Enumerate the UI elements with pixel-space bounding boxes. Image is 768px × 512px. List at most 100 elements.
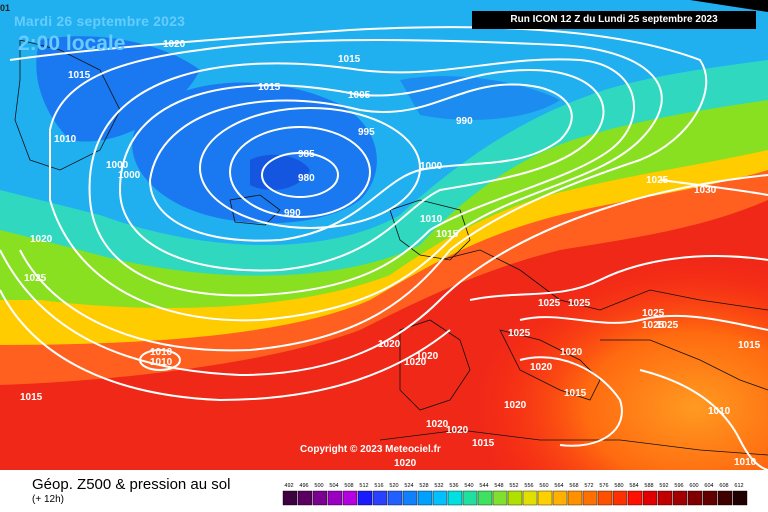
- legend-swatch: [417, 490, 433, 506]
- legend-swatch: [627, 490, 643, 506]
- isobar-label: 1005: [348, 90, 371, 101]
- europe-north-coast: [439, 249, 768, 311]
- legend-tick-label: 580: [614, 483, 623, 489]
- isobar-label: 980: [298, 173, 315, 184]
- legend-tick-label: 564: [554, 483, 563, 489]
- legend-tick-label: 608: [719, 483, 728, 489]
- legend-tick-label: 600: [689, 483, 698, 489]
- isobar-1000: [118, 68, 605, 272]
- isobar-1020: [0, 174, 768, 377]
- isobar-label: 1020: [530, 362, 553, 373]
- isobar-label: 1020: [560, 347, 583, 358]
- blue-patch-west: [36, 36, 200, 142]
- legend-tick-label: 516: [374, 483, 383, 489]
- isobar-label: 1020: [446, 425, 469, 436]
- italy-coast: [499, 329, 601, 401]
- isobar-label: 1010: [734, 457, 757, 468]
- isobar-1010c: [139, 349, 181, 371]
- legend-swatch: [297, 490, 313, 506]
- isobar-label: 995: [358, 127, 375, 138]
- legend-tick-label: 512: [359, 483, 368, 489]
- legend-swatch: [432, 490, 448, 506]
- legend-swatch: [657, 490, 673, 506]
- legend-tick-label: 544: [479, 483, 488, 489]
- legend-swatch: [372, 490, 388, 506]
- legend-tick-label: 576: [599, 483, 608, 489]
- low-pressure-core: [132, 82, 377, 224]
- legend-swatch: [462, 490, 478, 506]
- legend-tick-label: 508: [344, 483, 353, 489]
- legend-swatch: [537, 490, 553, 506]
- run-info: Run ICON 12 Z du Lundi 25 septembre 2023: [472, 11, 756, 29]
- local-time: 2:00 locale: [18, 32, 126, 55]
- isobar-label: 1015: [564, 388, 587, 399]
- legend-tick-label: 612: [734, 483, 743, 489]
- isobar-1015b: [519, 356, 623, 447]
- legend-tick-label: 560: [539, 483, 548, 489]
- legend-swatch: [552, 490, 568, 506]
- legend-tick-label: 604: [704, 483, 713, 489]
- legend-tick-label: 584: [629, 483, 638, 489]
- legend-swatch: [597, 490, 613, 506]
- legend-swatch: [492, 490, 508, 506]
- legend-swatch: [702, 490, 718, 506]
- isobar-label: 1020: [378, 339, 401, 350]
- isobar-label: 1000: [420, 161, 443, 172]
- isobar-label: 1000: [106, 160, 129, 171]
- legend-tick-label: 548: [494, 483, 503, 489]
- legend-swatch: [357, 490, 373, 506]
- isobar-label: 1015: [436, 229, 459, 240]
- legend-swatch: [282, 490, 298, 506]
- isobar-label: 1025: [568, 298, 591, 309]
- isobar-label: 1025: [642, 308, 665, 319]
- legend-swatch: [567, 490, 583, 506]
- isobar-1010b: [639, 369, 768, 470]
- map-title: Géop. Z500 & pression au sol: [32, 476, 231, 493]
- legend-swatch: [732, 490, 748, 506]
- isobar-label: 1020: [163, 39, 186, 50]
- isobar-label: 1015: [472, 438, 495, 449]
- isobar-label: 1010: [420, 214, 443, 225]
- isobar-label: 990: [284, 208, 301, 219]
- isobar-label: 1025: [646, 175, 669, 186]
- africa-coast: [379, 429, 768, 456]
- isobar-1025b: [519, 314, 768, 331]
- color-scale-legend: 492 496 500 504 508 512 516 520 524 528 532 536 540 5…: [282, 483, 748, 506]
- legend-swatch: [582, 490, 598, 506]
- legend-tick-label: 496: [299, 483, 308, 489]
- isobar-1030: [659, 179, 768, 196]
- isobar-990: [199, 107, 421, 229]
- deep-low: [250, 154, 310, 190]
- legend-tick-label: 524: [404, 483, 413, 489]
- legend-tick-label: 572: [584, 483, 593, 489]
- isobar-label: 1015: [738, 340, 761, 351]
- isobar-label: 1020: [426, 419, 449, 430]
- legend-tick-label: 492: [284, 483, 293, 489]
- geopotential-map: 1020 1015 1015 1015 1010 1005 1000 1000 …: [0, 0, 768, 470]
- coastlines: [14, 39, 768, 456]
- legend-swatch: [522, 490, 538, 506]
- legend-swatch: [687, 490, 703, 506]
- isobar-label: 1015: [258, 82, 281, 93]
- isobar-label: 1015: [68, 70, 91, 81]
- isobar-1015: [9, 26, 708, 352]
- legend-swatch: [507, 490, 523, 506]
- legend-swatch: [402, 490, 418, 506]
- isobar-label: 990: [456, 116, 473, 127]
- legend-tick-label: 592: [659, 483, 668, 489]
- isobar-label: 1015: [338, 54, 361, 65]
- isobar-label: 1020: [416, 351, 439, 362]
- greenland-coast: [14, 39, 121, 171]
- legend-swatch: [672, 490, 688, 506]
- isobar-label: 1025: [508, 328, 531, 339]
- legend-tick-label: 556: [524, 483, 533, 489]
- isobar-labels: 1020 1015 1015 1015 1010 1005 1000 1000 …: [20, 39, 761, 469]
- iceland-coast: [229, 194, 281, 226]
- isobar-985: [229, 126, 371, 218]
- isobar-label: 1010: [54, 134, 77, 145]
- isobar-label: 1020: [30, 234, 53, 245]
- isobar-label: 1010: [150, 347, 173, 358]
- isobar-label: 1020: [504, 400, 527, 411]
- legend-tick-label: 552: [509, 483, 518, 489]
- legend-tick-label: 532: [434, 483, 443, 489]
